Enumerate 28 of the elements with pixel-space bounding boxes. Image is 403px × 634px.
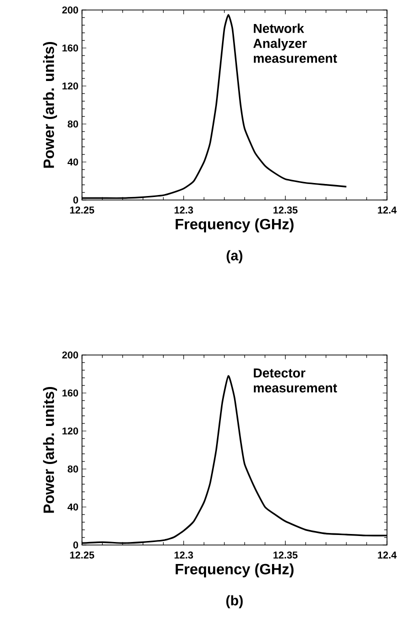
y-tick-label: 200 (62, 351, 78, 359)
y-tick-label: 200 (62, 6, 78, 14)
x-tick-label: 12.25 (70, 206, 94, 214)
y-tick-label: 40 (68, 503, 78, 511)
x-tick-label: 12.25 (70, 552, 94, 559)
y-tick-label: 80 (68, 120, 78, 128)
y-axis-title: Power (arb. units) (43, 386, 58, 513)
x-tick-label: 12.3 (174, 206, 194, 214)
text: (b) (226, 595, 243, 608)
y-axis-title: Power (arb. units) (43, 42, 58, 168)
annotation: Detector measurement (254, 368, 338, 392)
y-tick-label: 120 (62, 82, 78, 90)
x-tick-label: 12.35 (273, 206, 298, 214)
x-axis-title: Frequency (GHz) (176, 563, 294, 578)
x-tick-label: 12.35 (273, 552, 298, 559)
y-tick-label: 80 (68, 465, 78, 473)
x-tick-label: 12.4 (378, 206, 397, 214)
x-axis-title: Frequency (GHz) (176, 218, 294, 232)
y-tick-label: 160 (62, 389, 78, 397)
y-tick-label: 160 (62, 44, 78, 52)
text: (a) (226, 250, 242, 264)
x-tick-label: 12.3 (174, 552, 194, 559)
annotation: Network Analyzer measurement (253, 23, 338, 63)
y-tick-label: 0 (73, 541, 78, 549)
y-tick-label: 120 (62, 427, 78, 435)
y-tick-label: 40 (68, 158, 78, 166)
x-tick-label: 12.4 (378, 552, 397, 558)
y-tick-label: 0 (73, 196, 78, 204)
